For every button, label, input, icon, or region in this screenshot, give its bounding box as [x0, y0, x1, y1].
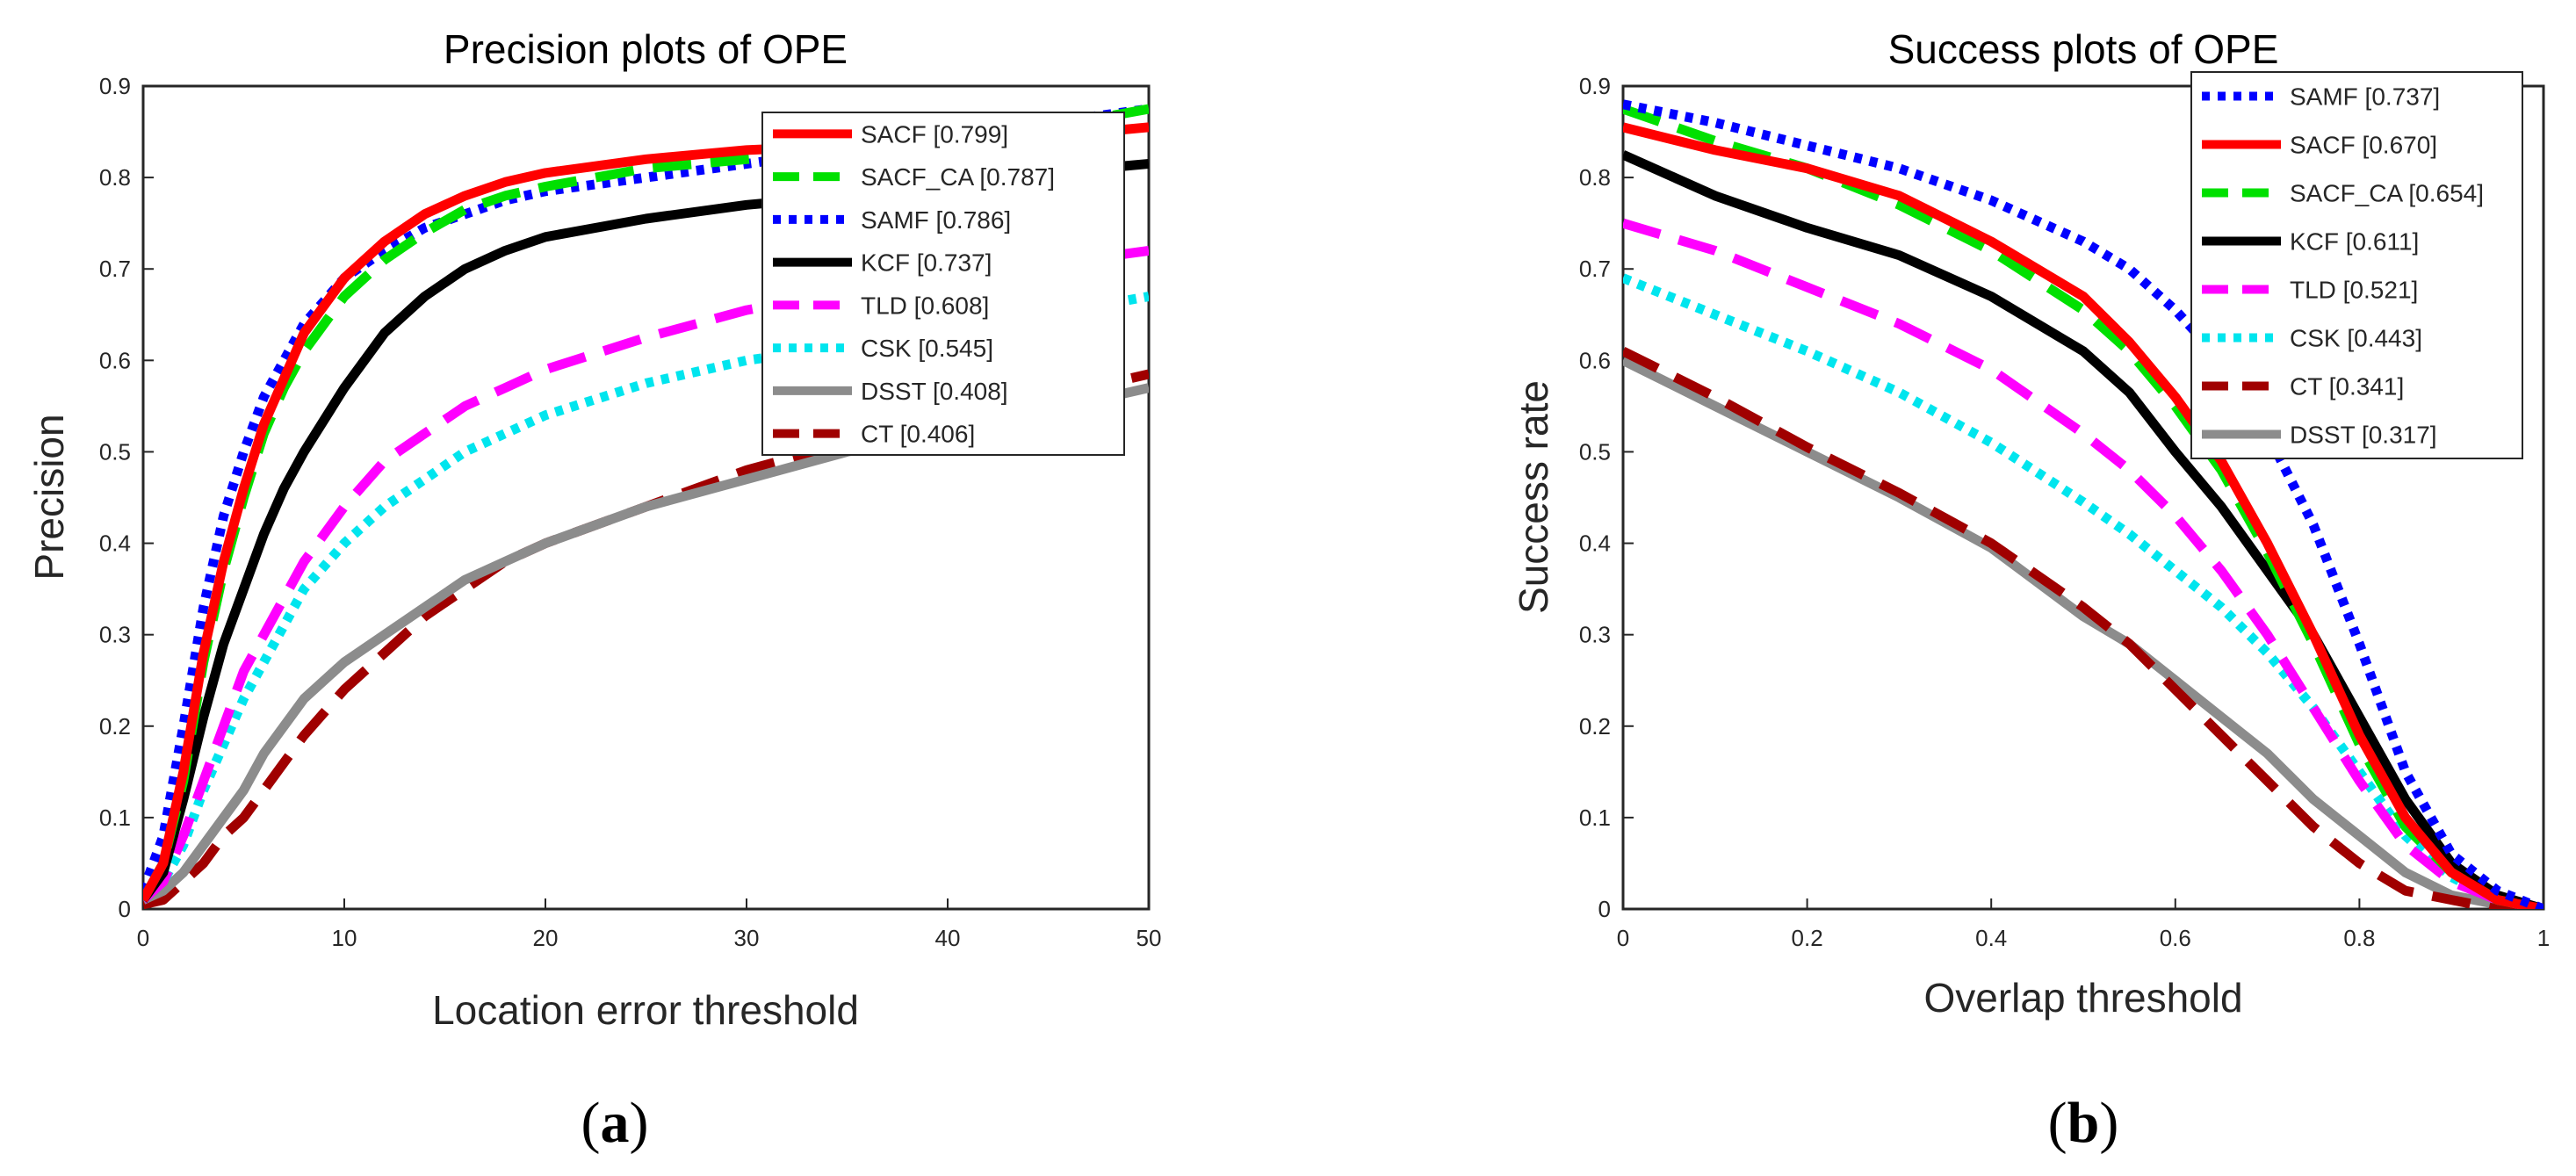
- legend-label-sacf-a: SACF [0.799]: [861, 120, 1008, 148]
- legend-label-sacf-b: SACF [0.670]: [2290, 132, 2437, 159]
- y-tick-label-b: 0.2: [1579, 713, 1611, 740]
- x-tick-label-b: 0.2: [1792, 925, 1823, 951]
- legend-label-kcf-b: KCF [0.611]: [2290, 228, 2419, 256]
- panel-label-b: (b): [2048, 1091, 2119, 1155]
- legend-label-dsst-a: DSST [0.408]: [861, 378, 1008, 405]
- legend-label-csk-a: CSK [0.545]: [861, 335, 993, 362]
- legend-label-tld-a: TLD [0.608]: [861, 292, 989, 319]
- y-tick-label-a: 0.4: [99, 530, 131, 557]
- x-tick-label-b: 1: [2537, 925, 2550, 951]
- series-line-kcf-b: [1623, 150, 2544, 909]
- x-tick-label-b: 0.8: [2343, 925, 2375, 951]
- x-tick-label-a: 0: [137, 925, 149, 951]
- series-line-dsst-a: [143, 383, 1149, 905]
- legend-label-sacf-ca-b: SACF_CA [0.654]: [2290, 180, 2484, 207]
- chart-title-b: Success plots of OPE: [1888, 26, 2279, 72]
- chart-panel-a: Precision plots of OPE 00.10.20.30.40.50…: [26, 26, 1161, 1155]
- legend-a: SACF [0.799] SACF_CA [0.787] SAMF [0.786] K…: [761, 112, 1125, 456]
- legend-label-tld-b: TLD [0.521]: [2290, 277, 2418, 304]
- y-tick-label-b: 0.7: [1579, 256, 1611, 282]
- panel-label-a: (a): [581, 1091, 649, 1155]
- y-tick-label-a: 0: [119, 896, 131, 922]
- panel-letter-b: b: [2067, 1091, 2100, 1155]
- legend-box-a: [761, 112, 1125, 456]
- y-tick-label-a: 0.8: [99, 164, 131, 191]
- legend-label-ct-a: CT [0.406]: [861, 421, 975, 448]
- series-line-csk-b: [1623, 273, 2544, 909]
- y-tick-label-b: 0.5: [1579, 438, 1611, 465]
- legend-box-b: [2190, 71, 2523, 459]
- x-tick-label-a: 10: [332, 925, 357, 951]
- y-ticks-b: 0 0.1 0.2 0.3 0.4 0.5 0.6 0.7 0.8 0.9: [1579, 73, 1634, 922]
- series-line-ct-b: [1623, 346, 2544, 909]
- panel-letter-a: a: [601, 1091, 630, 1155]
- legend-label-csk-b: CSK [0.443]: [2290, 325, 2422, 352]
- legend-label-sacf-ca-a: SACF_CA [0.787]: [861, 163, 1055, 191]
- y-tick-label-b: 0.9: [1579, 73, 1611, 99]
- series-line-tld-b: [1623, 218, 2544, 909]
- y-tick-label-b: 0.3: [1579, 622, 1611, 648]
- legend-label-dsst-b: DSST [0.317]: [2290, 422, 2437, 449]
- y-tick-label-b: 0.6: [1579, 347, 1611, 373]
- x-tick-label-b: 0.4: [1975, 925, 2007, 951]
- y-axis-title-b: Success rate: [1511, 380, 1556, 614]
- x-tick-label-a: 20: [533, 925, 559, 951]
- y-axis-title-a: Precision: [26, 414, 72, 580]
- y-tick-label-b: 0.1: [1579, 804, 1611, 831]
- y-tick-label-a: 0.9: [99, 73, 131, 99]
- y-tick-label-a: 0.1: [99, 804, 131, 831]
- legend-label-samf-a: SAMF [0.786]: [861, 206, 1011, 234]
- y-tick-label-a: 0.2: [99, 713, 131, 740]
- legend-label-samf-b: SAMF [0.737]: [2290, 83, 2440, 111]
- y-ticks-a: 0 0.1 0.2 0.3 0.4 0.5 0.6 0.7 0.8 0.9: [99, 73, 154, 922]
- x-ticks-b: 0 0.2 0.4 0.6 0.8 1: [1617, 898, 2550, 951]
- x-axis-title-a: Location error threshold: [432, 987, 859, 1033]
- x-tick-label-a: 50: [1136, 925, 1162, 951]
- y-tick-label-b: 0.4: [1579, 530, 1611, 557]
- x-axis-title-b: Overlap threshold: [1923, 975, 2242, 1021]
- x-tick-label-b: 0: [1617, 925, 1629, 951]
- y-tick-label-a: 0.7: [99, 256, 131, 282]
- legend-label-ct-b: CT [0.341]: [2290, 373, 2404, 400]
- y-tick-label-a: 0.3: [99, 622, 131, 648]
- chart-panel-b: Success plots of OPE 0 0.1 0.2 0.3 0.4 0.5 0.6…: [1511, 26, 2550, 1155]
- y-tick-label-b: 0: [1598, 896, 1611, 922]
- y-tick-label-a: 0.5: [99, 438, 131, 465]
- x-tick-label-a: 30: [734, 925, 760, 951]
- legend-b: SAMF [0.737] SACF [0.670] SACF_CA [0.654] K…: [2190, 71, 2523, 459]
- x-tick-label-b: 0.6: [2160, 925, 2191, 951]
- chart-title-a: Precision plots of OPE: [444, 26, 848, 72]
- y-tick-label-a: 0.6: [99, 347, 131, 373]
- series-line-sacf-ca-a: [143, 104, 1149, 903]
- legend-label-kcf-a: KCF [0.737]: [861, 249, 992, 277]
- x-tick-label-a: 40: [935, 925, 961, 951]
- y-tick-label-b: 0.8: [1579, 164, 1611, 191]
- x-ticks-a: 0 10 20 30 40 50: [137, 898, 1162, 951]
